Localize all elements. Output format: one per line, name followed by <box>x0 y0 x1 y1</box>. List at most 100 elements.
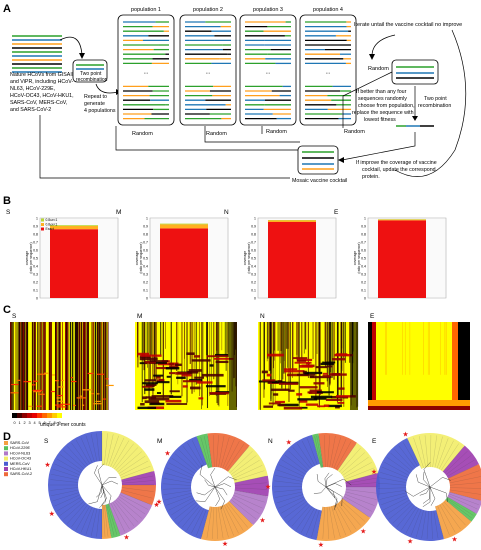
tree-branch <box>56 496 82 512</box>
heatmap-cell <box>409 322 411 375</box>
tree-branch <box>449 487 481 489</box>
y-tick-label: 0.9 <box>33 225 38 229</box>
tree-branch <box>430 435 432 468</box>
tree-branch <box>296 506 313 530</box>
tree-branch <box>379 492 407 500</box>
heatmap-cell <box>332 358 346 361</box>
tree-branch <box>432 435 437 468</box>
tree-branch <box>329 506 335 539</box>
heatmap-cell <box>334 353 354 357</box>
tree-protein-label: E <box>372 438 377 445</box>
heatmap-cell <box>141 385 153 388</box>
heatmap-cell <box>54 380 59 382</box>
tree-branch <box>291 505 311 527</box>
tree-branch <box>316 474 327 488</box>
tree-branch <box>233 465 263 479</box>
heatmap-cell <box>186 322 187 404</box>
colorbar-cell <box>37 413 42 418</box>
tree-branch <box>340 500 366 522</box>
star-marker: ★ <box>156 498 162 506</box>
bar-segment <box>160 224 208 229</box>
y-tick-label: 0.7 <box>143 241 148 245</box>
legend-label: HCoV-229E <box>10 446 31 450</box>
y-tick-label: 0.8 <box>361 233 366 237</box>
heatmap-cell <box>40 322 42 410</box>
heatmap-cell <box>280 322 282 352</box>
heatmap-cell <box>299 386 318 389</box>
heatmap-cell <box>296 322 298 360</box>
y-tick-label: 0.1 <box>251 289 256 293</box>
heatmap-cell <box>343 322 345 407</box>
tree-branch <box>442 447 464 472</box>
tree-branch <box>229 451 253 474</box>
heatmap-cell <box>331 322 333 378</box>
legend-label: MERS-CoV <box>10 462 30 466</box>
iterate-text: Iterate untail the vaccine cocktail no i… <box>354 22 462 28</box>
y-tick-label: 1 <box>36 217 38 221</box>
recombination-label: recombination <box>76 77 108 83</box>
y-tick-label: 0.3 <box>361 273 366 277</box>
tree-branch <box>96 484 103 498</box>
star-marker: ★ <box>402 430 408 438</box>
heatmap-cell <box>79 322 81 410</box>
heatmap-cell <box>25 322 27 410</box>
recombination-label: Two point <box>80 71 102 77</box>
tree-branch <box>405 508 420 534</box>
heatmap-cell <box>147 322 148 368</box>
heatmap-cell <box>318 322 319 372</box>
heatmap-cell <box>23 381 32 383</box>
tree-branch <box>419 486 431 496</box>
heatmap-cell <box>182 385 188 388</box>
heatmap-cell <box>158 378 165 382</box>
heatmap-cell <box>95 322 97 410</box>
heatmap-cell <box>206 322 208 356</box>
heatmap-cell <box>94 322 96 410</box>
heatmap-cell <box>56 400 64 402</box>
recombination-label-right: Two point <box>424 96 447 102</box>
heatmap-cell <box>304 372 309 375</box>
heatmap-cell <box>150 322 152 355</box>
tree-branch <box>423 471 431 488</box>
y-tick-label: 0.5 <box>33 257 38 261</box>
heatmap-cell <box>96 393 100 395</box>
y-axis-label: coverage <box>25 251 29 265</box>
heatmap-cell <box>169 365 179 368</box>
heatmap-cell <box>350 322 358 410</box>
heatmap-cell <box>271 322 272 374</box>
heatmap-cell <box>320 362 334 366</box>
y-tick-label: 0.2 <box>143 281 148 285</box>
y-tick-label: 0.1 <box>143 289 148 293</box>
tree-branch <box>449 482 481 486</box>
bar-segment <box>378 219 426 221</box>
tree-branch <box>322 506 325 539</box>
heatmap-cell <box>287 322 289 368</box>
mosaic-box <box>297 145 339 175</box>
tree-branch <box>59 454 83 471</box>
colorbar-tick: 1 <box>18 421 20 425</box>
y-tick-label: 0.4 <box>361 265 366 269</box>
tree-branch <box>313 486 327 494</box>
tree-branch <box>318 435 324 468</box>
heatmap-cell <box>162 322 164 399</box>
tree-branch <box>107 504 118 535</box>
heatmap-cell <box>11 383 19 386</box>
bar-segment <box>160 223 208 225</box>
heatmap-cell <box>96 373 105 375</box>
tree-branch <box>174 501 197 520</box>
heatmap-cell <box>101 322 103 410</box>
tree-branch <box>216 435 219 468</box>
heatmap-cell <box>326 322 328 382</box>
heatmap-cell <box>337 402 345 404</box>
y-tick-label: 0 <box>254 297 256 301</box>
y-tick-label: 0.7 <box>33 241 38 245</box>
tree-branch <box>224 441 240 470</box>
star-marker: ★ <box>451 536 457 544</box>
tree-branch <box>407 439 422 469</box>
heatmap-cell <box>58 322 60 410</box>
heatmap-cell <box>70 376 73 379</box>
heatmap-cell <box>190 386 201 390</box>
tree-branch <box>104 433 108 466</box>
heatmap-cell <box>155 322 157 385</box>
tree-branch <box>96 433 100 462</box>
